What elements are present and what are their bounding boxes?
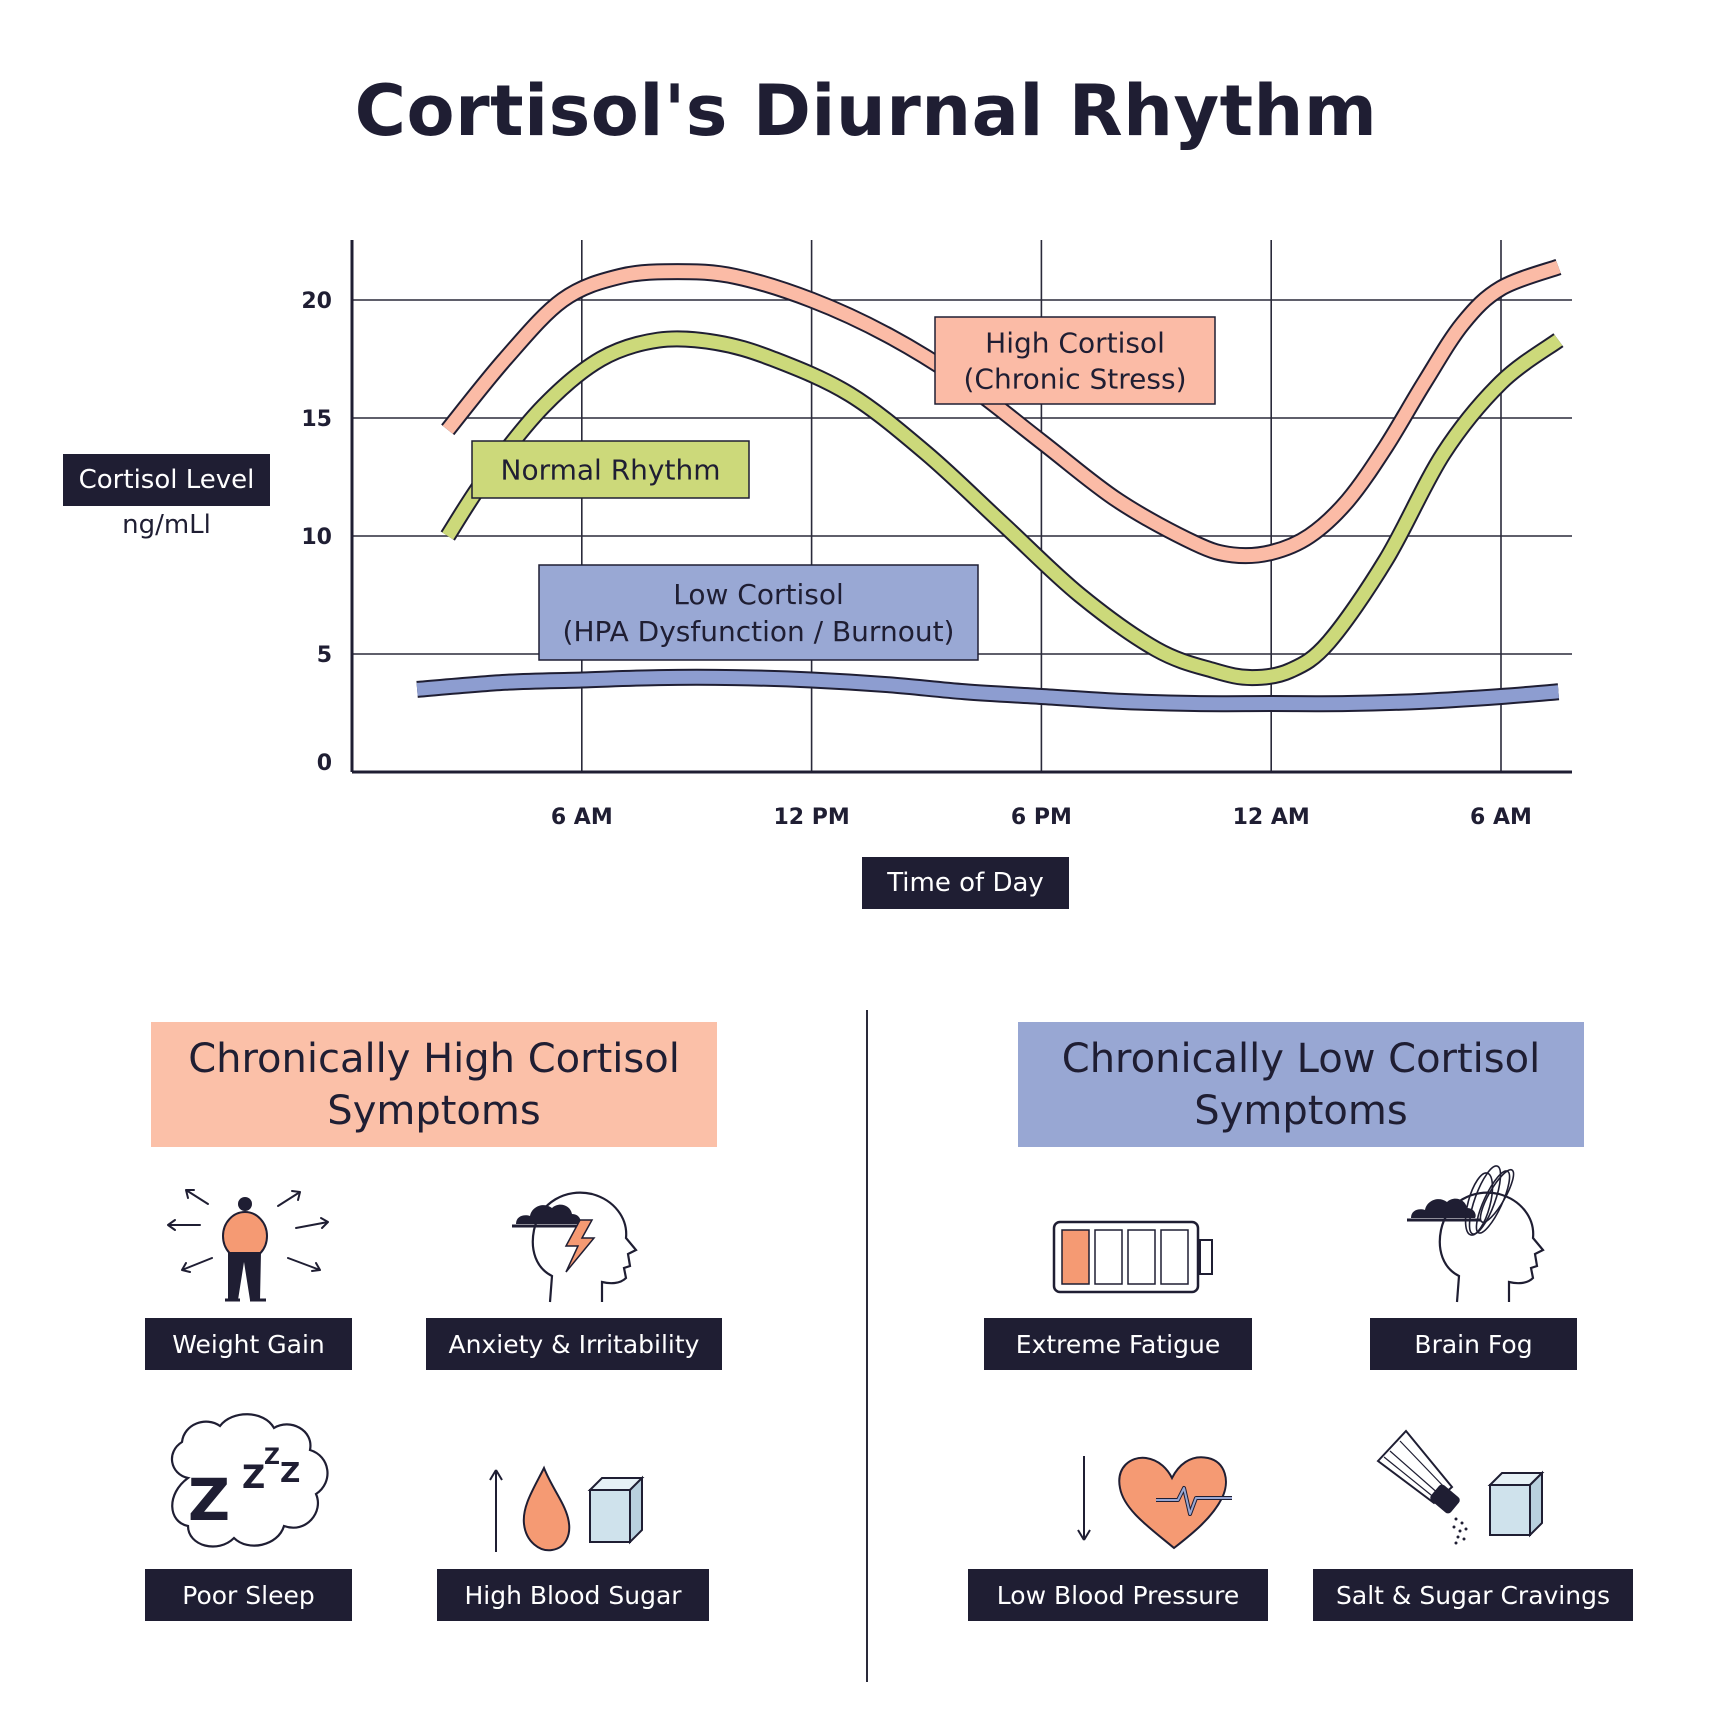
cortisol-chart: 0 5 10 15 20 6 AM 12 PM 6 PM 12 AM 6 AM High Cort…: [301, 240, 1572, 830]
series-normal-rhythm: [440, 330, 1564, 687]
series-normal-rhythm-line: [442, 332, 1563, 685]
annotation-normal-rhythm-text: Normal Rhythm: [501, 453, 721, 486]
symptom-label-high-blood-sugar: High Blood Sugar: [437, 1569, 709, 1621]
low-battery-icon: [1052, 1220, 1213, 1294]
symptom-label-extreme-fatigue: Extreme Fatigue: [984, 1318, 1252, 1370]
series-high-cortisol-line: [442, 260, 1561, 563]
annotation-normal-rhythm: Normal Rhythm: [471, 440, 750, 499]
y-axis-unit: ng/mLl: [122, 510, 211, 540]
symptom-label-anxiety: Anxiety & Irritability: [426, 1318, 722, 1370]
zzz-small: Z: [264, 1445, 280, 1470]
head-with-storm-cloud-lightning-icon: [512, 1191, 638, 1303]
annotation-low-cortisol: Low Cortisol (HPA Dysfunction / Burnout): [538, 564, 979, 661]
zzz-cloud-icon: Z Z Z Z: [171, 1413, 329, 1548]
symptom-label-brain-fog: Brain Fog: [1370, 1318, 1577, 1370]
chart-annotations: High Cortisol(Chronic Stress) Normal Rhyt…: [471, 316, 1216, 661]
annotation-high-cortisol-box: [934, 316, 1216, 405]
zzz-right: Z: [280, 1456, 300, 1489]
chart-series: [416, 258, 1564, 713]
y-tick-label: 10: [301, 525, 332, 550]
person-with-arrows-icon: [167, 1189, 329, 1302]
y-axis-label: Cortisol Level: [63, 454, 270, 506]
down-arrow-heart-pulse-icon: [1077, 1456, 1232, 1550]
symptom-label-low-blood-pressure: Low Blood Pressure: [968, 1569, 1268, 1621]
annotation-high-cortisol-text: High Cortisol: [985, 326, 1165, 359]
low-heading-line1: Chronically Low Cortisol: [1061, 1035, 1541, 1082]
high-cortisol-heading: Chronically High Cortisol Symptoms: [151, 1022, 717, 1147]
annotation-low-cortisol-box: [538, 564, 979, 661]
series-low-cortisol: [416, 668, 1560, 713]
chart-axes: [350, 240, 1572, 774]
x-tick-label: 6 PM: [1011, 805, 1072, 830]
low-cortisol-heading: Chronically Low Cortisol Symptoms: [1018, 1022, 1584, 1147]
zzz-large: Z: [188, 1466, 230, 1534]
annotation-high-cortisol: High Cortisol(Chronic Stress): [934, 316, 1216, 405]
y-tick-label: 5: [317, 643, 332, 668]
x-axis-label: Time of Day: [862, 857, 1069, 909]
high-heading-line2: Symptoms: [327, 1087, 541, 1134]
annotation-normal-rhythm-box: [471, 440, 750, 499]
up-arrow-drop-sugar-cube-icon: [489, 1465, 645, 1552]
high-heading-line1: Chronically High Cortisol: [188, 1035, 680, 1082]
symptom-label-cravings: Salt & Sugar Cravings: [1313, 1569, 1633, 1621]
y-tick-label: 15: [301, 407, 332, 432]
section-divider: [866, 1010, 868, 1682]
annotation-low-cortisol-text: (HPA Dysfunction / Burnout): [563, 615, 955, 648]
series-low-cortisol-line: [416, 670, 1559, 711]
y-tick-label: 20: [301, 289, 332, 314]
zzz-mid: Z: [242, 1458, 265, 1496]
series-high-cortisol: [441, 258, 1562, 565]
y-tick-label: 0: [317, 751, 332, 776]
salt-shaker-sugar-cube-icon: [1376, 1429, 1545, 1545]
chart-ticks: 0 5 10 15 20 6 AM 12 PM 6 PM 12 AM 6 AM: [301, 289, 1532, 830]
head-with-scribble-cloud-icon: [1407, 1165, 1545, 1303]
symptom-label-weight-gain: Weight Gain: [145, 1318, 352, 1370]
x-tick-label: 6 AM: [551, 805, 613, 830]
low-heading-line2: Symptoms: [1194, 1087, 1408, 1134]
annotation-low-cortisol-text: Low Cortisol: [673, 578, 844, 611]
x-tick-label: 12 AM: [1233, 805, 1310, 830]
x-tick-label: 6 AM: [1470, 805, 1532, 830]
symptom-label-poor-sleep: Poor Sleep: [145, 1569, 352, 1621]
page-title: Cortisol's Diurnal Rhythm: [354, 70, 1378, 152]
x-tick-label: 12 PM: [773, 805, 849, 830]
annotation-high-cortisol-text: (Chronic Stress): [963, 362, 1186, 395]
